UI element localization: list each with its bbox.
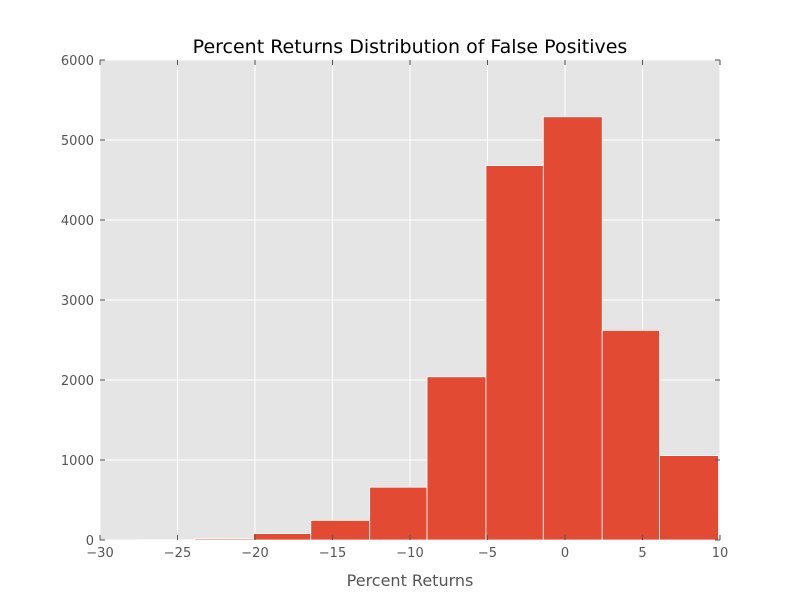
histogram-bar-5 [426, 376, 487, 541]
histogram-bar-7 [542, 116, 603, 541]
x-tick-label-3: −15 [319, 546, 346, 561]
y-tick-label-1: 1000 [61, 454, 94, 469]
x-tick-label-8: 10 [712, 546, 729, 561]
y-tick-label-4: 4000 [61, 214, 94, 229]
histogram-bar-4 [369, 486, 428, 541]
y-tick-label-3: 3000 [61, 294, 94, 309]
x-axis-label: Percent Returns [347, 571, 474, 590]
x-tick-label-1: −25 [164, 546, 191, 561]
x-tick-label-2: −20 [241, 546, 268, 561]
axis-ticks [99, 59, 721, 541]
x-tick-label-5: −5 [478, 546, 497, 561]
histogram-bar-2 [253, 533, 312, 541]
x-tick-labels: −30 −25 −20 −15 −10 −5 0 5 10 [86, 546, 728, 561]
x-tick-label-4: −10 [396, 546, 423, 561]
y-tick-labels: 0 1000 2000 3000 4000 5000 6000 [61, 54, 94, 549]
histogram-bar-3 [310, 520, 371, 541]
x-tick-label-6: 0 [561, 546, 569, 561]
histogram-bars [136, 116, 719, 541]
chart-title: Percent Returns Distribution of False Po… [193, 36, 628, 58]
histogram-bar-1 [194, 538, 254, 541]
histogram-bar-6 [485, 165, 544, 541]
histogram-bar-9 [659, 455, 719, 541]
x-tick-label-0: −30 [86, 546, 113, 561]
histogram-bar-8 [601, 329, 660, 541]
y-tick-label-5: 5000 [61, 134, 94, 149]
y-tick-label-2: 2000 [61, 374, 94, 389]
y-tick-label-6: 6000 [61, 54, 94, 69]
x-tick-label-7: 5 [638, 546, 646, 561]
y-tick-label-0: 0 [86, 534, 94, 549]
